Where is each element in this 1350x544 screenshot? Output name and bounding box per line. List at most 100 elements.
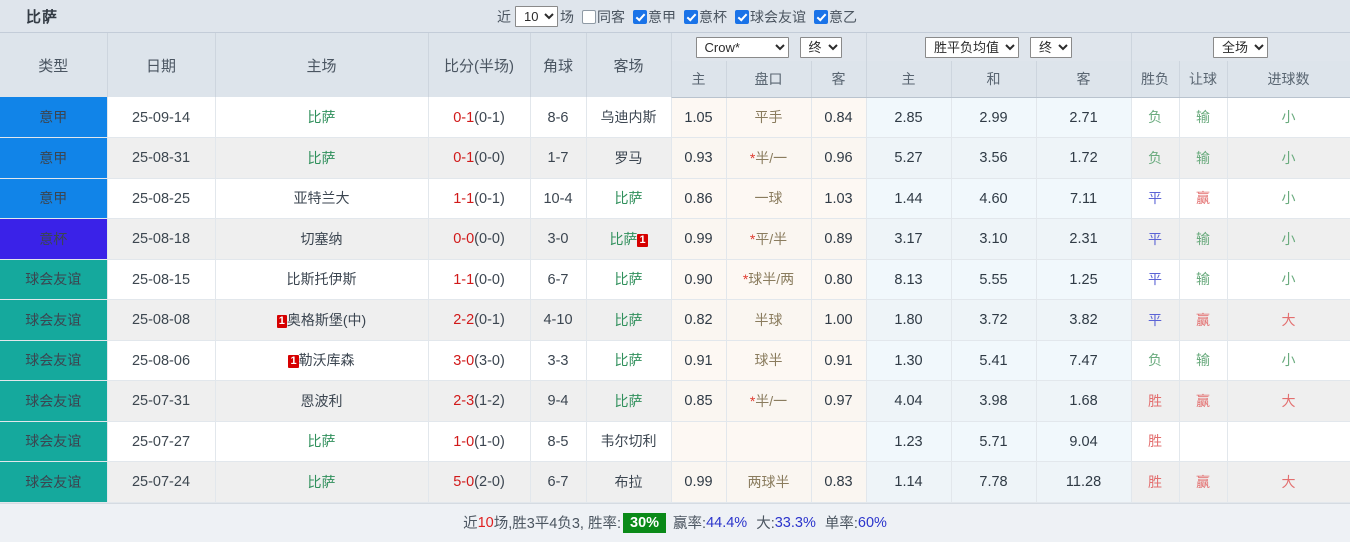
col-header-result-handicap: 让球 (1179, 61, 1228, 98)
col-header-away: 客场 (586, 33, 672, 97)
cell-odds-home: 1.30 (866, 340, 952, 381)
cell-odds-home: 1.80 (866, 299, 952, 341)
result-group-header: 全场半场 (1131, 33, 1350, 61)
col-header-result-goals: 进球数 (1227, 61, 1350, 98)
cell-away-team[interactable]: 比萨 (586, 299, 672, 341)
cell-score: 5-0(2-0) (428, 461, 531, 503)
cell-score: 1-1(0-0) (428, 259, 531, 300)
odds-type-select[interactable]: 胜平负均值欧赔 (925, 36, 1020, 58)
cell-home-team[interactable]: 1 奥格斯堡(中) (215, 299, 429, 341)
match-count-select[interactable]: 6102030 (515, 6, 558, 27)
cell-result-wl: 平 (1131, 218, 1180, 260)
cell-away-team[interactable]: 比萨 (586, 259, 672, 300)
cell-home-team[interactable]: 比萨 (215, 137, 429, 179)
cell-league-friend[interactable]: 球会友谊 (0, 461, 108, 503)
cell-result-goals: 大 (1227, 461, 1350, 503)
cell-away-team[interactable]: 比萨 1 (586, 218, 672, 260)
cell-league-coppa[interactable]: 意杯 (0, 218, 108, 260)
cell-league-seriea[interactable]: 意甲 (0, 137, 108, 179)
win-rate-badge: 30% (623, 512, 667, 533)
table-row[interactable]: 意甲 25-09-14 比萨 0-1(0-1) 8-6 乌迪内斯 1.05 平手 0.84 2.8… (0, 97, 1350, 138)
table-row[interactable]: 球会友谊 25-08-08 1 奥格斯堡(中) 2-2(0-1) 4-10 比萨 0.82 半球… (0, 299, 1350, 341)
cell-corner: 4-10 (530, 299, 587, 341)
col-header-handicap-away: 客 (811, 61, 867, 98)
cell-away-team[interactable]: 比萨 (586, 380, 672, 422)
odds-stage-select[interactable]: 初终 (1030, 36, 1073, 58)
cell-corner: 1-7 (530, 137, 587, 179)
cell-league-friend[interactable]: 球会友谊 (0, 299, 108, 341)
handicap-stage-select[interactable]: 初终 (799, 36, 842, 58)
table-row[interactable]: 球会友谊 25-07-31 恩波利 2-3(1-2) 9-4 比萨 0.85 *半/一 0.97… (0, 380, 1350, 422)
cell-result-goals (1227, 421, 1350, 462)
cell-result-handicap: 赢 (1179, 299, 1228, 341)
table-row[interactable]: 球会友谊 25-07-27 比萨 1-0(1-0) 8-5 韦尔切利 1.23 5.71 9.0… (0, 421, 1350, 462)
cell-away-team[interactable]: 比萨 (586, 178, 672, 219)
cell-handicap-home-odds: 0.99 (671, 461, 727, 503)
table-row[interactable]: 意杯 25-08-18 切塞纳 0-0(0-0) 3-0 比萨 1 0.99 *平/半 0.89 3… (0, 218, 1350, 260)
cell-handicap-home-odds: 0.85 (671, 380, 727, 422)
league-filter-checkbox-serieb[interactable] (814, 9, 828, 24)
cell-home-team[interactable]: 比萨 (215, 461, 429, 503)
table-row[interactable]: 球会友谊 25-08-06 1 勒沃库森 3-0(3-0) 3-3 比萨 0.91 球半 0.91… (0, 340, 1350, 381)
cell-handicap-away-odds: 1.00 (811, 299, 867, 341)
col-header-score: 比分(半场) (428, 33, 531, 97)
cell-score: 0-1(0-1) (428, 97, 531, 138)
cell-corner: 3-0 (530, 218, 587, 260)
match-flag-badge: 1 (288, 355, 299, 369)
cell-score: 3-0(3-0) (428, 340, 531, 381)
filter-controls: 近 6102030 场 同客 意甲 意杯 球会友谊 意乙 (497, 0, 859, 33)
cell-handicap-line: *平/半 (726, 218, 812, 260)
cell-away-team[interactable]: 布拉 (586, 461, 672, 503)
cell-league-friend[interactable]: 球会友谊 (0, 259, 108, 300)
league-filter-label-coppa: 意杯 (699, 8, 727, 25)
cell-result-handicap: 输 (1179, 218, 1228, 260)
col-header-handicap-line: 盘口 (726, 61, 812, 98)
cell-home-team[interactable]: 比萨 (215, 421, 429, 462)
cell-league-friend[interactable]: 球会友谊 (0, 421, 108, 462)
cell-league-seriea[interactable]: 意甲 (0, 97, 108, 138)
cell-home-team[interactable]: 亚特兰大 (215, 178, 429, 219)
cell-result-goals: 小 (1227, 178, 1350, 219)
cell-odds-away: 7.47 (1036, 340, 1132, 381)
table-row[interactable]: 意甲 25-08-31 比萨 0-1(0-0) 1-7 罗马 0.93 *半/一 0.96 5.2… (0, 137, 1350, 179)
cell-handicap-line: *半/一 (726, 137, 812, 179)
table-row[interactable]: 意甲 25-08-25 亚特兰大 1-1(0-1) 10-4 比萨 0.86 一球 1.03 1.… (0, 178, 1350, 219)
cell-home-team[interactable]: 恩波利 (215, 380, 429, 422)
cell-home-team[interactable]: 切塞纳 (215, 218, 429, 260)
cell-home-team[interactable]: 1 勒沃库森 (215, 340, 429, 381)
cell-home-team[interactable]: 比萨 (215, 97, 429, 138)
cell-corner: 6-7 (530, 259, 587, 300)
result-scope-select[interactable]: 全场半场 (1213, 36, 1269, 58)
cell-date: 25-09-14 (107, 97, 216, 138)
cell-away-team[interactable]: 韦尔切利 (586, 421, 672, 462)
cell-away-team[interactable]: 比萨 (586, 340, 672, 381)
league-filter-checkbox-coppa[interactable] (684, 9, 698, 24)
cell-date: 25-07-31 (107, 380, 216, 422)
cell-date: 25-07-24 (107, 461, 216, 503)
cell-result-handicap: 输 (1179, 137, 1228, 179)
cell-handicap-line: *半/一 (726, 380, 812, 422)
league-filter-checkbox-friendly[interactable] (735, 9, 749, 24)
table-row[interactable]: 球会友谊 25-08-15 比斯托伊斯 1-1(0-0) 6-7 比萨 0.90 *球半/两 0… (0, 259, 1350, 300)
cell-corner: 6-7 (530, 461, 587, 503)
league-filter-checkbox-seriea[interactable] (633, 9, 647, 24)
handicap-company-select[interactable]: Crow*Bet365Interwetten (695, 36, 789, 58)
cell-away-team[interactable]: 罗马 (586, 137, 672, 179)
cell-league-seriea[interactable]: 意甲 (0, 178, 108, 219)
cell-handicap-away-odds (811, 421, 867, 462)
cell-result-wl: 胜 (1131, 461, 1180, 503)
table-row[interactable]: 球会友谊 25-07-24 比萨 5-0(2-0) 6-7 布拉 0.99 两球半 0.83 1.… (0, 461, 1350, 503)
col-header-type: 类型 (0, 33, 108, 97)
cell-result-handicap: 赢 (1179, 178, 1228, 219)
cell-result-handicap (1179, 421, 1228, 462)
cell-away-team[interactable]: 乌迪内斯 (586, 97, 672, 138)
match-flag-badge: 1 (276, 314, 287, 328)
cell-odds-draw: 5.71 (951, 421, 1037, 462)
odd-rate-value: 60% (857, 514, 887, 531)
cell-result-wl: 平 (1131, 259, 1180, 300)
same-venue-checkbox[interactable] (582, 9, 596, 24)
cell-date: 25-07-27 (107, 421, 216, 462)
cell-league-friend[interactable]: 球会友谊 (0, 340, 108, 381)
cell-league-friend[interactable]: 球会友谊 (0, 380, 108, 422)
cell-home-team[interactable]: 比斯托伊斯 (215, 259, 429, 300)
